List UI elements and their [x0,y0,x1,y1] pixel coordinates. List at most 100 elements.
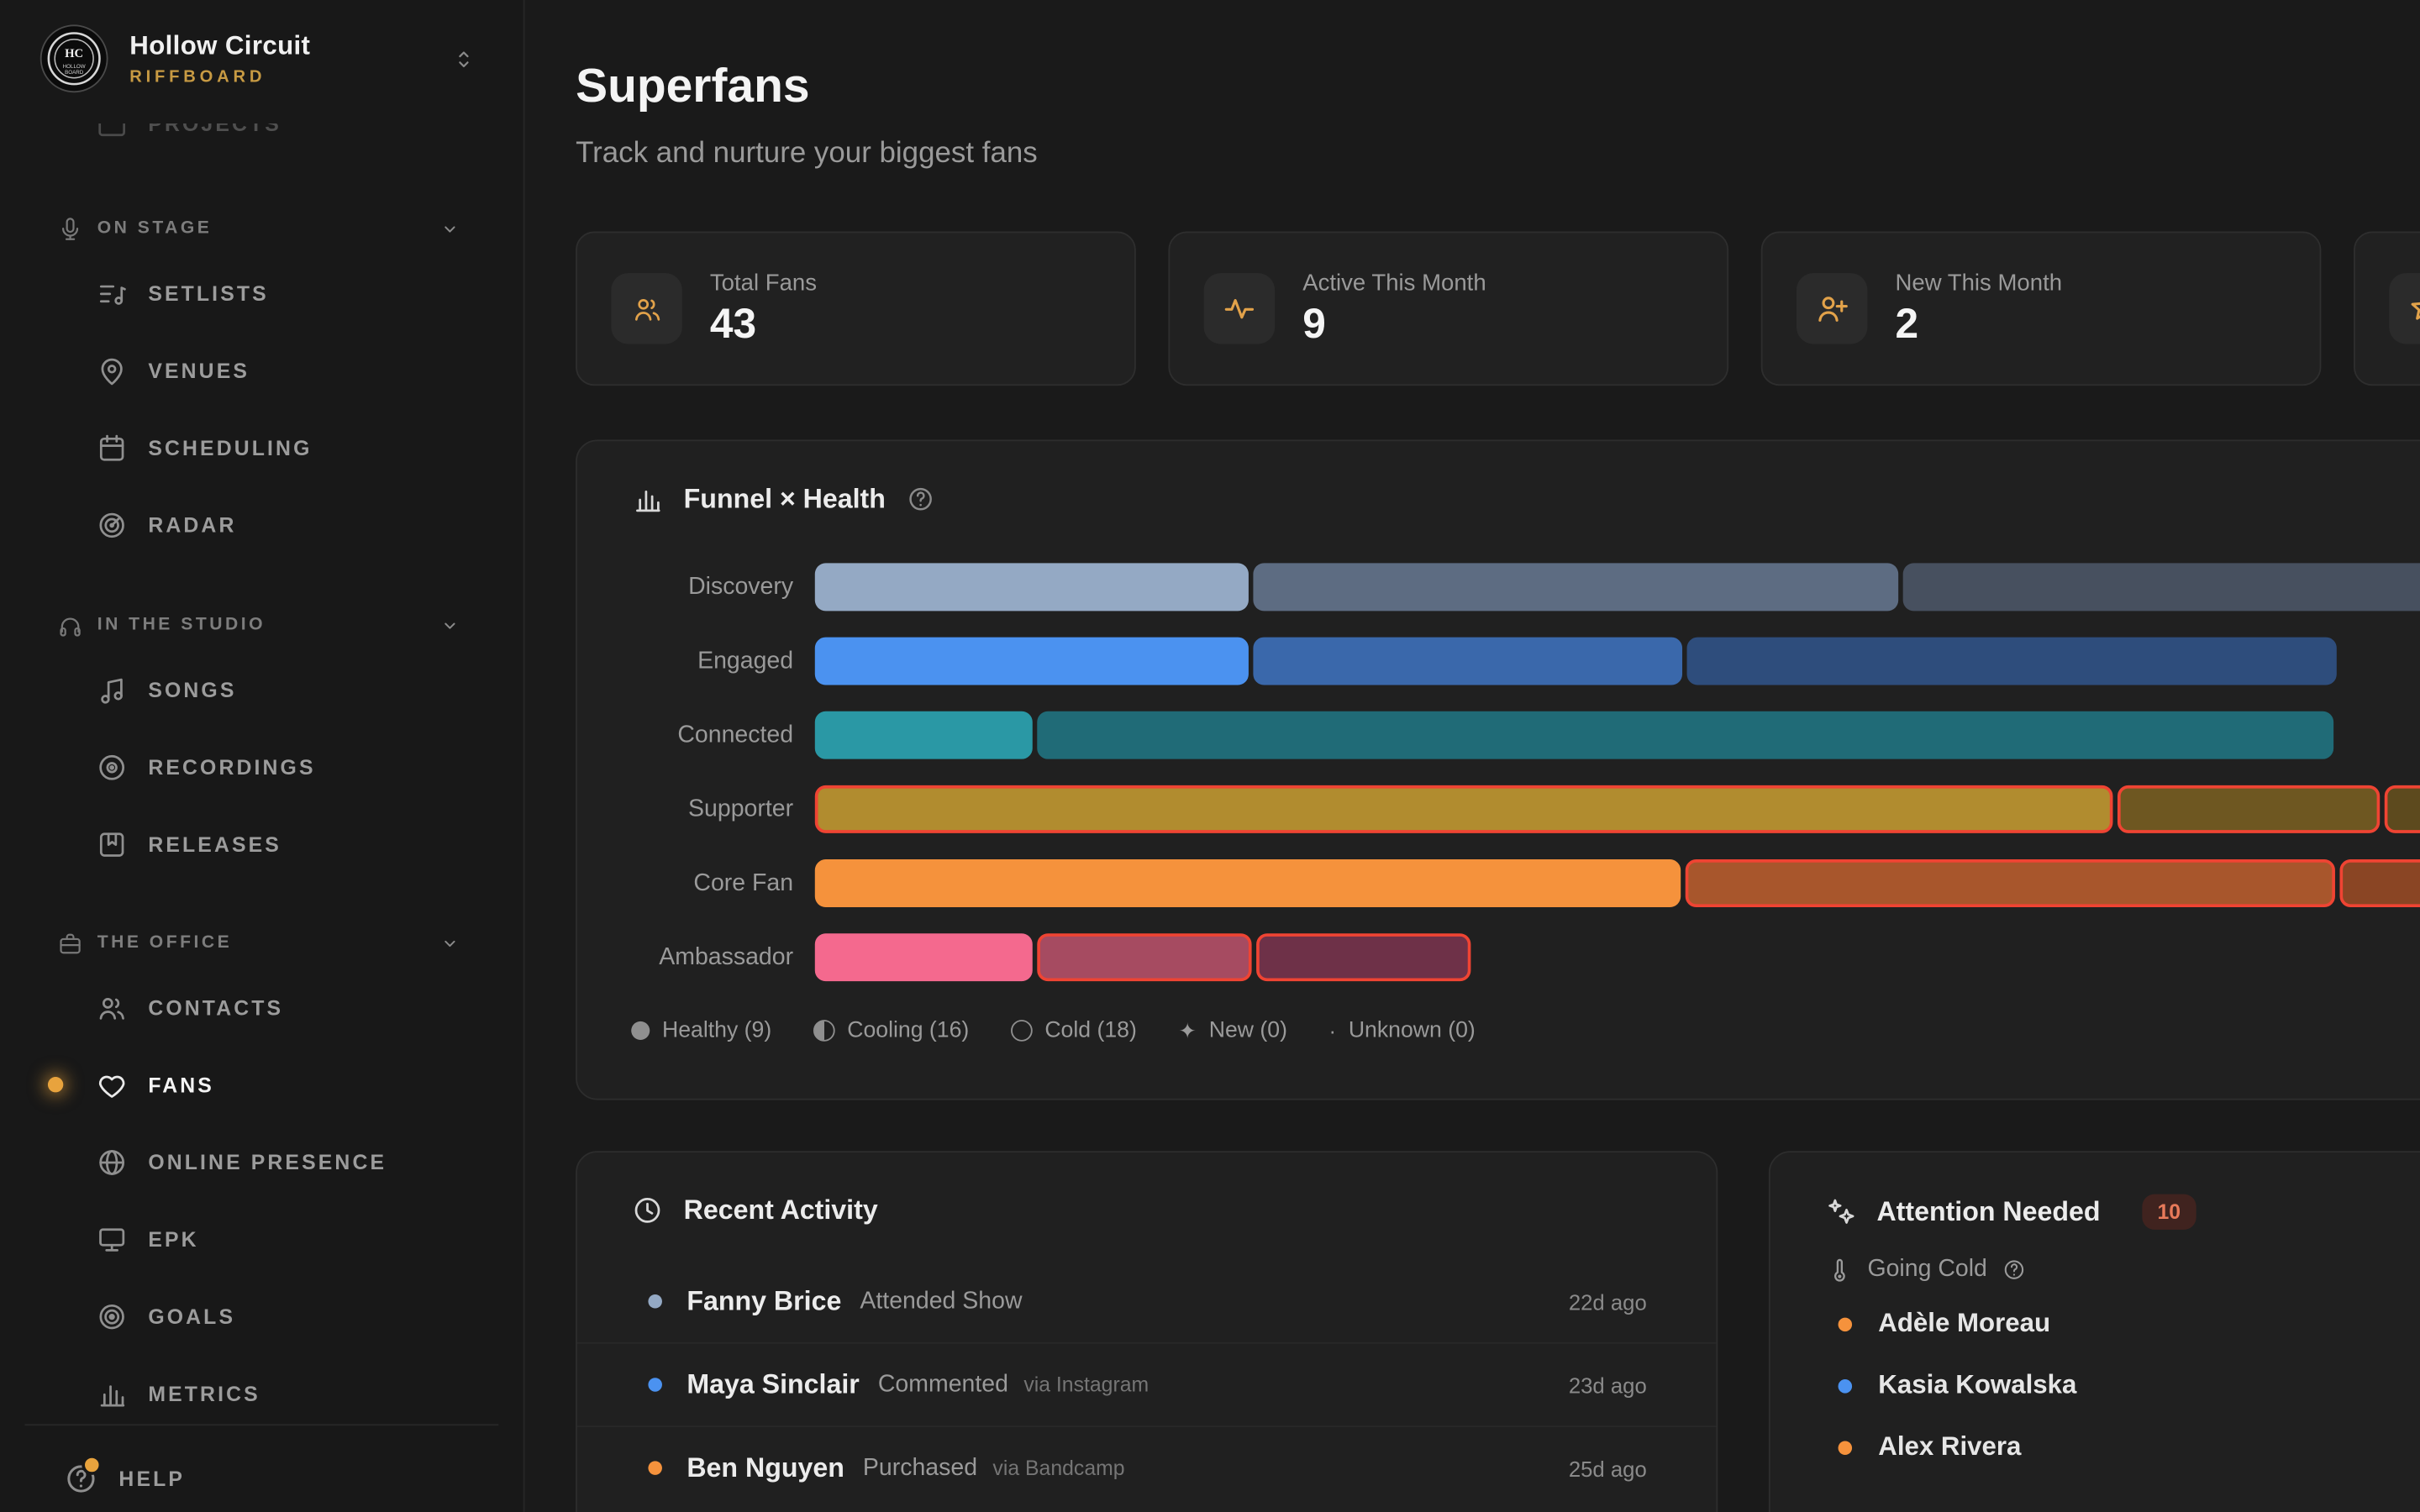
sidebar: HC HOLLOW BOARD Hollow Circuit RIFFBOARD… [0,0,525,1512]
nav-partial-item-wrap: PROJECTS [0,123,523,155]
fan-name: Kasia Kowalska [1878,1370,2077,1399]
attention-row-alex-rivera[interactable]: Alex Rivera [1838,1416,2420,1478]
sidebar-item-label: GOALS [148,1304,236,1328]
legend-label: New (0) [1208,1018,1287,1043]
legend-item-cooling[interactable]: Cooling (16) [813,1018,969,1043]
legend-item-cold[interactable]: Cold (18) [1010,1018,1137,1043]
sidebar-section-in-the-studio[interactable]: IN THE STUDIO [0,599,523,651]
sidebar-item-fans[interactable]: FANS [0,1046,523,1123]
people-icon [630,292,663,325]
sidebar-section-on-stage[interactable]: ON STAGE [0,202,523,255]
sidebar-item-setlists[interactable]: SETLISTS [0,255,523,332]
sidebar-item-label: CONTACTS [148,995,284,1020]
funnel-bar-segment[interactable] [2117,785,2381,833]
sidebar-item-label: VENUES [148,359,250,382]
sidebar-section-the-office[interactable]: THE OFFICE [0,916,523,969]
funnel-bar-segment[interactable] [1686,637,2337,685]
activity-row-maya-sinclair[interactable]: Maya Sinclair Commented via Instagram 23d a… [576,1341,1717,1425]
stat-cards-row: Total Fans 43 Active This Month 9 New This M… [576,231,2420,386]
attention-row-kasia-kowalska[interactable]: Kasia Kowalska [1838,1355,2420,1416]
sidebar-section-label: THE OFFICE [97,933,233,953]
fan-name: Fanny Brice [687,1284,842,1316]
funnel-bar-segment[interactable] [814,711,1033,759]
activity-timestamp: 23d ago [1568,1372,1647,1398]
band-switcher-icon[interactable] [450,45,476,71]
funnel-bar-segment[interactable] [1256,933,1471,982]
svg-text:HOLLOW: HOLLOW [63,64,86,70]
funnel-bar-segment[interactable] [1037,711,2334,759]
funnel-bar-segment[interactable] [814,563,1249,612]
sidebar-item-metrics[interactable]: METRICS [0,1355,523,1432]
funnel-bar-segment[interactable] [1685,859,2335,907]
legend-item-new[interactable]: ✦ New (0) [1178,1018,1286,1042]
sidebar-item-online-presence[interactable]: ONLINE PRESENCE [0,1123,523,1200]
sidebar-item-goals[interactable]: GOALS [0,1278,523,1355]
sidebar-item-radar[interactable]: RADAR [0,486,523,564]
folder-icon [96,123,129,139]
funnel-bar-segment[interactable] [2384,785,2420,833]
main-content: Superfans Track and nurture your biggest… [524,0,2420,1512]
sidebar-section-label: IN THE STUDIO [97,615,266,634]
sidebar-item-projects[interactable]: PROJECTS [0,123,523,155]
funnel-help-icon[interactable] [906,485,935,514]
funnel-bar-segment[interactable] [1253,637,1683,685]
funnel-bar-segment[interactable] [2339,859,2420,907]
help-icon [61,1454,103,1495]
activity-row-fanny-brice[interactable]: Fanny Brice Attended Show 22d ago [577,1261,1717,1342]
legend-item-unknown[interactable]: · Unknown (0) [1329,1018,1476,1042]
sidebar-item-scheduling[interactable]: SCHEDULING [0,409,523,486]
sidebar-item-releases[interactable]: RELEASES [0,806,523,883]
release-icon [96,827,129,860]
fan-name: Adèle Moreau [1878,1308,2051,1338]
pulse-icon [1221,290,1258,327]
sidebar-item-epk[interactable]: EPK [0,1200,523,1278]
status-dot [1838,1440,1853,1455]
funnel-bar-segment[interactable] [1902,563,2420,612]
status-dot [648,1294,662,1309]
star-icon [2406,290,2420,327]
sidebar-item-contacts[interactable]: CONTACTS [0,969,523,1046]
sidebar-item-help[interactable]: HELP [0,1444,523,1512]
activity-row-ben-nguyen[interactable]: Ben Nguyen Purchased via Bandcamp 25d ago [576,1425,1717,1509]
sidebar-item-recordings[interactable]: RECORDINGS [0,728,523,806]
funnel-row-label: Connected [677,721,794,748]
attention-row-ad-le-moreau[interactable]: Adèle Moreau [1838,1293,2420,1354]
app-name: RIFFBOARD [129,67,266,87]
chevron-down-icon [437,613,463,637]
sidebar-item-label: RADAR [148,512,237,537]
stat-icon-box [1796,273,1868,344]
pin-icon [96,354,129,387]
funnel-row-label: Engaged [697,647,794,674]
funnel-row-engaged: Engaged [577,637,2420,685]
funnel-bar-track [814,563,2420,612]
heart-icon [96,1068,129,1101]
funnel-health-panel: Funnel × Health Discovery Engaged Connecte… [576,439,2420,1100]
sidebar-section-label: ON STAGE [97,218,213,238]
funnel-bar-segment[interactable] [1037,933,1252,982]
funnel-bar-segment[interactable] [814,933,1033,982]
activity-panel-title: Recent Activity [683,1194,878,1226]
activity-panel-header: Recent Activity [577,1152,1717,1226]
funnel-bar-segment[interactable] [814,637,1249,685]
going-cold-help-icon[interactable] [2001,1257,2025,1282]
globe-icon [96,1146,129,1179]
sidebar-item-label: ONLINE PRESENCE [148,1150,387,1173]
activity-timestamp: 22d ago [1568,1289,1647,1314]
funnel-bar-segment[interactable] [814,859,1681,907]
sidebar-item-songs[interactable]: SONGS [0,651,523,728]
band-name: Hollow Circuit [129,30,311,60]
funnel-bar-segment[interactable] [1253,563,1899,612]
activity-action: Commented [877,1370,1008,1398]
sidebar-item-venues[interactable]: VENUES [0,332,523,409]
funnel-row-core-fan: Core Fan [577,859,2420,907]
radar-icon [96,508,129,541]
funnel-row-label: Ambassador [659,943,794,970]
chevron-down-icon [437,931,463,954]
funnel-bar-segment[interactable] [814,785,2113,833]
headphones-icon [57,612,83,638]
chart-icon [96,1377,129,1410]
fan-name: Ben Nguyen [687,1452,844,1483]
legend-item-healthy[interactable]: Healthy (9) [631,1018,771,1043]
attention-panel-title: Attention Needed [1876,1195,2101,1227]
